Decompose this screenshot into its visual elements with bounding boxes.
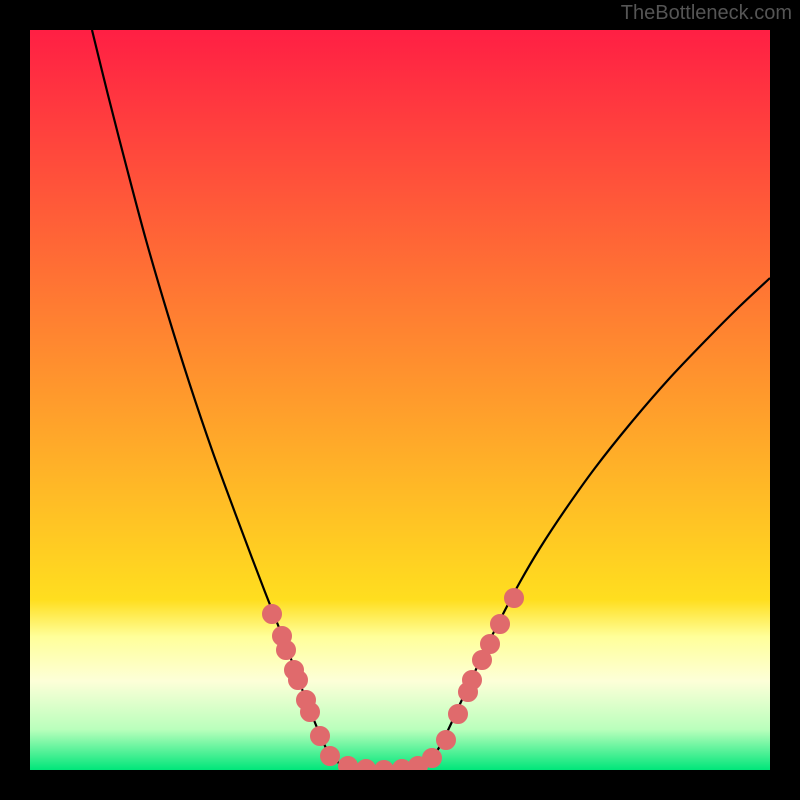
data-marker — [505, 589, 524, 608]
watermark-text: TheBottleneck.com — [621, 2, 792, 25]
data-marker — [289, 671, 308, 690]
plot-background — [30, 30, 770, 770]
data-marker — [481, 635, 500, 654]
data-marker — [301, 703, 320, 722]
chart-canvas — [0, 0, 800, 800]
data-marker — [491, 615, 510, 634]
data-marker — [423, 749, 442, 768]
bottleneck-chart: TheBottleneck.com — [0, 0, 800, 800]
data-marker — [263, 605, 282, 624]
data-marker — [463, 671, 482, 690]
data-marker — [449, 705, 468, 724]
data-marker — [437, 731, 456, 750]
data-marker — [311, 727, 330, 746]
data-marker — [277, 641, 296, 660]
data-marker — [321, 747, 340, 766]
